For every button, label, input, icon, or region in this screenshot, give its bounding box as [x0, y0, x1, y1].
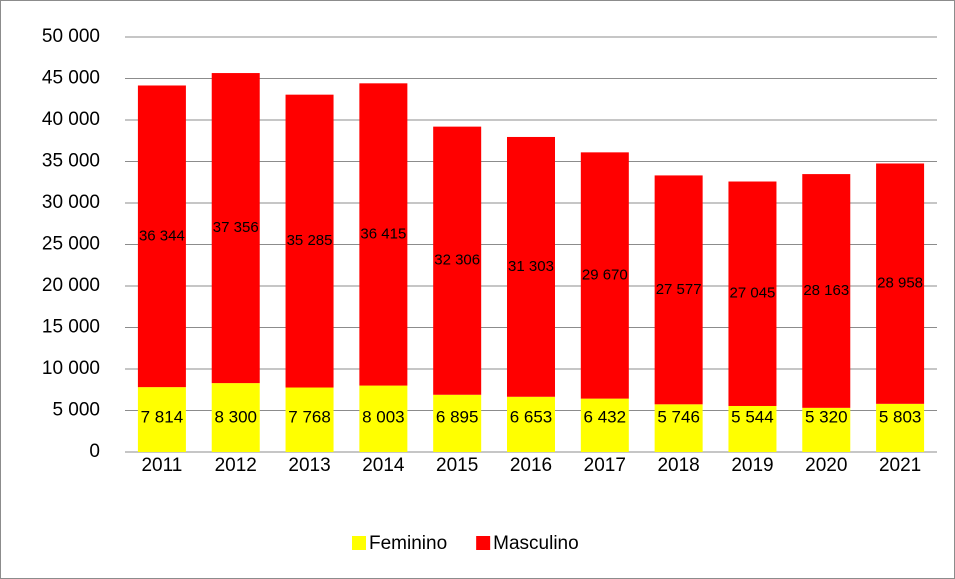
bar-segment — [876, 163, 925, 404]
y-tick-label: 15 000 — [42, 317, 100, 338]
bar-segment — [433, 394, 482, 452]
data-label: 28 163 — [803, 282, 849, 299]
data-label: 7 814 — [141, 407, 184, 426]
bar-segment — [580, 152, 629, 399]
bar-segment — [359, 83, 408, 386]
data-label: 37 356 — [213, 219, 259, 236]
x-tick-label: 2018 — [657, 455, 699, 476]
data-label: 29 670 — [582, 266, 628, 283]
data-label: 5 544 — [731, 407, 774, 426]
bar-segment — [802, 407, 851, 452]
y-tick-label: 50 000 — [42, 26, 100, 47]
y-tick-label: 20 000 — [42, 275, 100, 296]
legend-label: Feminino — [369, 533, 447, 554]
data-label: 8 003 — [362, 407, 405, 426]
x-tick-label: 2017 — [584, 455, 626, 476]
data-label: 31 303 — [508, 258, 554, 275]
data-label: 28 958 — [877, 275, 923, 292]
x-tick-label: 2013 — [288, 455, 330, 476]
bar-segment — [580, 398, 629, 452]
bar-segment — [433, 126, 482, 395]
x-tick-label: 2020 — [805, 455, 847, 476]
x-tick-label: 2016 — [510, 455, 552, 476]
legend-swatch — [352, 536, 366, 550]
data-label: 27 045 — [730, 285, 776, 302]
bar-segment — [211, 383, 260, 452]
legend-swatch — [476, 536, 491, 550]
data-label: 6 432 — [584, 407, 627, 426]
y-tick-label: 10 000 — [42, 358, 100, 379]
y-tick-label: 35 000 — [42, 151, 100, 172]
bar-segment — [654, 404, 703, 452]
data-label: 5 320 — [805, 407, 848, 426]
data-label: 5 803 — [879, 407, 922, 426]
bar-segment — [507, 136, 555, 397]
bar-segment — [728, 181, 777, 406]
bar-segment — [728, 405, 777, 452]
data-label: 6 895 — [436, 407, 479, 426]
data-label: 8 300 — [214, 407, 257, 426]
y-tick-label: 40 000 — [42, 109, 100, 130]
x-tick-label: 2015 — [436, 455, 478, 476]
data-label: 32 306 — [434, 252, 480, 269]
data-label: 6 653 — [510, 407, 553, 426]
x-tick-label: 2012 — [215, 455, 257, 476]
data-label: 5 746 — [657, 407, 700, 426]
bar-segment — [137, 85, 186, 388]
x-tick-label: 2021 — [879, 455, 921, 476]
x-tick-label: 2011 — [141, 455, 182, 476]
y-tick-label: 45 000 — [42, 68, 100, 89]
bar-segment — [876, 403, 925, 452]
x-tick-label: 2014 — [362, 455, 405, 476]
data-label: 35 285 — [287, 232, 333, 249]
bar-segment — [654, 175, 703, 405]
y-tick-label: 0 — [89, 441, 100, 462]
bar-segment — [285, 387, 334, 452]
bar-segment — [802, 174, 851, 408]
data-label: 36 415 — [360, 225, 406, 242]
data-label: 7 768 — [288, 407, 331, 426]
data-label: 27 577 — [656, 281, 702, 298]
y-tick-label: 30 000 — [42, 192, 100, 213]
y-tick-label: 5 000 — [52, 400, 100, 421]
bar-segment — [211, 73, 260, 384]
bar-segment — [285, 94, 334, 388]
legend-label: Masculino — [493, 533, 579, 554]
bar-segment — [359, 385, 408, 452]
bar-segment — [507, 396, 555, 452]
y-tick-label: 25 000 — [42, 234, 100, 255]
data-label: 36 344 — [139, 227, 185, 244]
x-tick-label: 2019 — [731, 455, 773, 476]
bar-segment — [137, 387, 186, 452]
